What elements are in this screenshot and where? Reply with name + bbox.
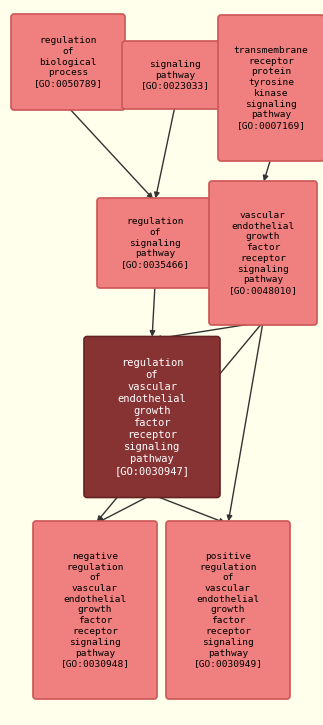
Text: regulation
of
biological
process
[GO:0050789]: regulation of biological process [GO:005…	[34, 36, 102, 88]
Text: regulation
of
signaling
pathway
[GO:0035466]: regulation of signaling pathway [GO:0035…	[120, 217, 190, 269]
FancyBboxPatch shape	[218, 15, 323, 161]
Text: negative
regulation
of
vascular
endothelial
growth
factor
receptor
signaling
pat: negative regulation of vascular endothel…	[60, 552, 130, 668]
Text: positive
regulation
of
vascular
endothelial
growth
factor
receptor
signaling
pat: positive regulation of vascular endothel…	[193, 552, 263, 668]
Text: regulation
of
vascular
endothelial
growth
factor
receptor
signaling
pathway
[GO:: regulation of vascular endothelial growt…	[114, 358, 190, 476]
FancyBboxPatch shape	[33, 521, 157, 699]
FancyBboxPatch shape	[11, 14, 125, 110]
FancyBboxPatch shape	[209, 181, 317, 325]
Text: signaling
pathway
[GO:0023033]: signaling pathway [GO:0023033]	[141, 59, 210, 90]
FancyBboxPatch shape	[84, 336, 220, 497]
FancyBboxPatch shape	[166, 521, 290, 699]
FancyBboxPatch shape	[122, 41, 228, 109]
Text: vascular
endothelial
growth
factor
receptor
signaling
pathway
[GO:0048010]: vascular endothelial growth factor recep…	[228, 211, 297, 295]
FancyBboxPatch shape	[97, 198, 213, 288]
Text: transmembrane
receptor
protein
tyrosine
kinase
signaling
pathway
[GO:0007169]: transmembrane receptor protein tyrosine …	[234, 46, 308, 130]
